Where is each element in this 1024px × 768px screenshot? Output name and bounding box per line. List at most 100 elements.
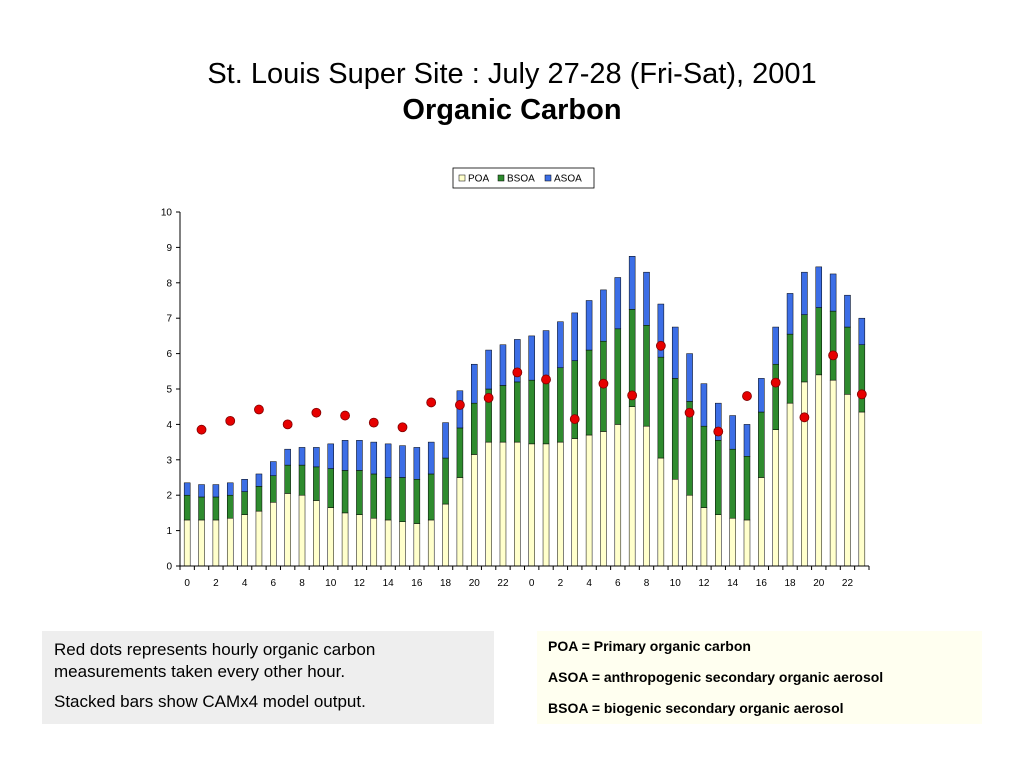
bar-bsoa bbox=[427, 473, 435, 521]
bar-bsoa bbox=[758, 411, 765, 478]
note-bars-text: Stacked bars show CAMx4 model output. bbox=[54, 692, 366, 711]
bar-asoa bbox=[786, 293, 794, 335]
bar-poa bbox=[212, 519, 220, 567]
bar-asoa bbox=[284, 448, 291, 466]
bar-asoa bbox=[241, 479, 248, 492]
bar-bsoa bbox=[327, 468, 334, 508]
bar-asoa bbox=[384, 443, 392, 478]
bar-poa bbox=[255, 510, 263, 567]
bar-asoa bbox=[528, 335, 535, 381]
observation-dot bbox=[512, 367, 523, 378]
y-tick-label: 7 bbox=[166, 314, 172, 325]
x-tick-label: 8 bbox=[644, 578, 650, 589]
bar-asoa bbox=[671, 326, 679, 379]
observation-dot bbox=[742, 391, 752, 401]
bar-asoa bbox=[212, 484, 220, 498]
bar-poa bbox=[399, 521, 406, 567]
x-tick-label: 4 bbox=[586, 578, 592, 589]
bar-poa bbox=[571, 438, 578, 567]
bar-poa bbox=[585, 434, 593, 567]
bar-asoa bbox=[614, 277, 622, 330]
bar-poa bbox=[313, 500, 320, 567]
y-tick-label: 2 bbox=[166, 491, 172, 502]
bar-asoa bbox=[341, 440, 349, 471]
observation-dot bbox=[196, 424, 207, 435]
bar-asoa bbox=[686, 353, 693, 402]
bar-poa bbox=[270, 502, 277, 567]
bar-asoa bbox=[270, 461, 277, 476]
bar-bsoa bbox=[298, 464, 306, 496]
y-tick-label: 5 bbox=[166, 385, 172, 396]
bar-asoa bbox=[255, 473, 263, 487]
slide-title-line1: St. Louis Super Site : July 27-28 (Fri-S… bbox=[207, 58, 817, 90]
bar-bsoa bbox=[801, 314, 808, 383]
x-tick-label: 14 bbox=[383, 578, 395, 589]
definition-bsoa: BSOA = biogenic secondary organic aeroso… bbox=[548, 700, 844, 716]
bar-bsoa bbox=[384, 477, 392, 521]
bar-asoa bbox=[801, 271, 808, 315]
bar-asoa bbox=[600, 289, 607, 342]
x-tick-label: 8 bbox=[299, 578, 305, 589]
bar-poa bbox=[657, 457, 665, 567]
bar-bsoa bbox=[614, 328, 622, 425]
bar-poa bbox=[844, 394, 851, 567]
bar-bsoa bbox=[356, 470, 363, 515]
bar-asoa bbox=[829, 273, 837, 312]
bar-asoa bbox=[542, 330, 550, 377]
bar-bsoa bbox=[772, 363, 779, 430]
x-tick-label: 22 bbox=[842, 578, 854, 589]
bar-poa bbox=[341, 512, 349, 567]
bar-asoa bbox=[413, 447, 421, 480]
bar-bsoa bbox=[542, 376, 550, 445]
bar-bsoa bbox=[844, 326, 851, 395]
x-tick-label: 2 bbox=[213, 578, 219, 589]
y-tick-label: 8 bbox=[166, 278, 172, 289]
legend-label-asoa: ASOA bbox=[554, 174, 582, 185]
bar-bsoa bbox=[370, 473, 378, 519]
slide-title-line2: Organic Carbon bbox=[402, 94, 622, 126]
bar-bsoa bbox=[657, 356, 665, 459]
observation-dot bbox=[368, 417, 379, 428]
x-tick-label: 20 bbox=[813, 578, 825, 589]
bar-asoa bbox=[858, 317, 866, 346]
observation-dot bbox=[311, 407, 322, 418]
bar-bsoa bbox=[499, 385, 507, 443]
bar-bsoa bbox=[858, 344, 866, 413]
legend-label-bsoa: BSOA bbox=[507, 174, 535, 185]
bar-asoa bbox=[844, 294, 851, 328]
bar-bsoa bbox=[786, 333, 794, 404]
bar-asoa bbox=[643, 271, 650, 326]
bar-bsoa bbox=[226, 494, 234, 519]
bar-poa bbox=[829, 379, 837, 567]
bar-asoa bbox=[183, 482, 191, 496]
bar-poa bbox=[542, 443, 550, 567]
bar-asoa bbox=[657, 303, 665, 358]
observation-dot bbox=[397, 422, 408, 433]
bar-bsoa bbox=[183, 494, 191, 521]
bar-asoa bbox=[772, 326, 779, 365]
bar-poa bbox=[815, 374, 823, 567]
bar-asoa bbox=[471, 363, 478, 404]
bar-asoa bbox=[585, 300, 593, 351]
bar-poa bbox=[226, 517, 234, 567]
bar-bsoa bbox=[399, 477, 406, 522]
observation-dot bbox=[426, 397, 437, 408]
x-tick-label: 18 bbox=[784, 578, 796, 589]
x-tick-label: 18 bbox=[440, 578, 452, 589]
bar-bsoa bbox=[212, 496, 220, 521]
note-box-methods: Red dots represents hourly organic carbo… bbox=[42, 631, 494, 724]
definition-asoa: ASOA = anthropogenic secondary organic a… bbox=[548, 669, 884, 685]
bar-bsoa bbox=[700, 425, 708, 508]
bar-poa bbox=[427, 519, 435, 567]
bar-poa bbox=[356, 514, 363, 567]
x-tick-label: 12 bbox=[354, 578, 366, 589]
bar-poa bbox=[183, 519, 191, 567]
bar-bsoa bbox=[643, 325, 650, 427]
bar-poa bbox=[801, 381, 808, 567]
bar-asoa bbox=[356, 440, 363, 471]
observation-dot bbox=[455, 400, 465, 410]
x-tick-label: 4 bbox=[242, 578, 248, 589]
x-tick-label: 16 bbox=[756, 578, 768, 589]
x-tick-label: 20 bbox=[469, 578, 481, 589]
